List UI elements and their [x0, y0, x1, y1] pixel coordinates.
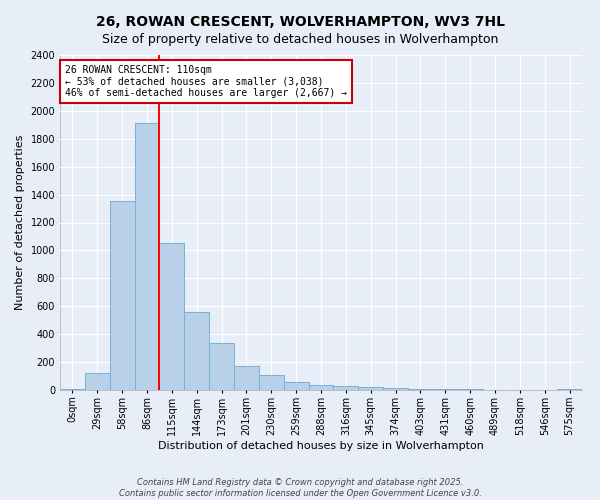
- Text: 26, ROWAN CRESCENT, WOLVERHAMPTON, WV3 7HL: 26, ROWAN CRESCENT, WOLVERHAMPTON, WV3 7…: [95, 15, 505, 29]
- Bar: [284, 382, 308, 390]
- Bar: [110, 201, 134, 390]
- Bar: [408, 389, 433, 390]
- Y-axis label: Number of detached properties: Number of detached properties: [15, 135, 25, 310]
- Bar: [383, 388, 408, 390]
- Bar: [284, 382, 308, 390]
- Bar: [184, 312, 209, 390]
- Bar: [60, 388, 85, 390]
- Bar: [209, 343, 234, 390]
- Text: Size of property relative to detached houses in Wolverhampton: Size of property relative to detached ho…: [102, 32, 498, 46]
- Bar: [408, 389, 433, 390]
- Bar: [160, 242, 184, 390]
- Bar: [334, 386, 358, 390]
- Bar: [308, 385, 334, 390]
- Bar: [60, 388, 85, 390]
- Bar: [259, 374, 284, 390]
- Bar: [234, 366, 259, 390]
- Bar: [85, 372, 110, 390]
- Bar: [160, 242, 184, 390]
- Text: 26 ROWAN CRESCENT: 110sqm
← 53% of detached houses are smaller (3,038)
46% of se: 26 ROWAN CRESCENT: 110sqm ← 53% of detac…: [65, 65, 347, 98]
- Bar: [557, 389, 582, 390]
- Bar: [557, 389, 582, 390]
- Bar: [234, 366, 259, 390]
- Bar: [110, 201, 134, 390]
- Bar: [184, 312, 209, 390]
- Text: Contains HM Land Registry data © Crown copyright and database right 2025.
Contai: Contains HM Land Registry data © Crown c…: [119, 478, 481, 498]
- Bar: [383, 388, 408, 390]
- Bar: [85, 372, 110, 390]
- X-axis label: Distribution of detached houses by size in Wolverhampton: Distribution of detached houses by size …: [158, 440, 484, 450]
- Bar: [334, 386, 358, 390]
- Bar: [134, 124, 160, 390]
- Bar: [209, 343, 234, 390]
- Bar: [259, 374, 284, 390]
- Bar: [358, 387, 383, 390]
- Bar: [308, 385, 334, 390]
- Bar: [358, 387, 383, 390]
- Bar: [134, 124, 160, 390]
